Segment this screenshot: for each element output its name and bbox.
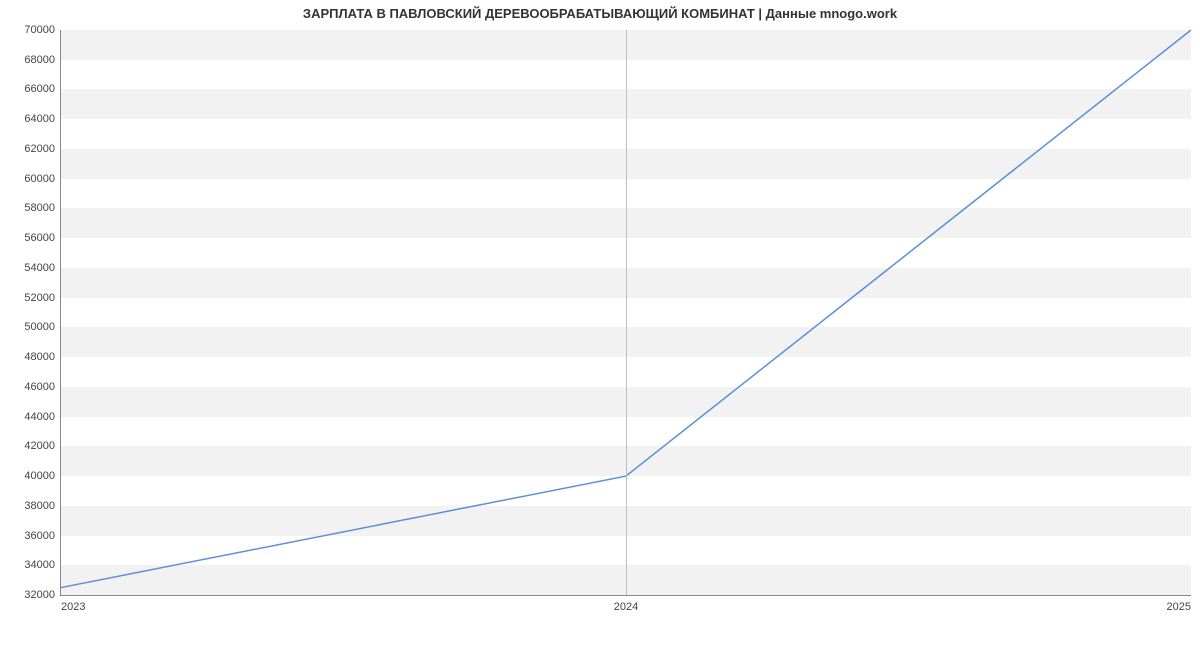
- y-tick-label: 38000: [24, 500, 61, 512]
- y-tick-label: 68000: [24, 54, 61, 66]
- y-tick-label: 40000: [24, 470, 61, 482]
- x-grid-line: [626, 30, 627, 595]
- y-tick-label: 44000: [24, 411, 61, 423]
- plot-area: 3200034000360003800040000420004400046000…: [60, 30, 1191, 596]
- y-tick-label: 64000: [24, 113, 61, 125]
- y-tick-label: 34000: [24, 559, 61, 571]
- salary-line-chart: ЗАРПЛАТА В ПАВЛОВСКИЙ ДЕРЕВООБРАБАТЫВАЮЩ…: [0, 0, 1200, 650]
- chart-title: ЗАРПЛАТА В ПАВЛОВСКИЙ ДЕРЕВООБРАБАТЫВАЮЩ…: [0, 6, 1200, 21]
- y-tick-label: 66000: [24, 83, 61, 95]
- y-tick-label: 70000: [24, 24, 61, 36]
- y-tick-label: 42000: [24, 440, 61, 452]
- y-tick-label: 54000: [24, 262, 61, 274]
- y-tick-label: 36000: [24, 530, 61, 542]
- y-tick-label: 60000: [24, 173, 61, 185]
- y-tick-label: 52000: [24, 292, 61, 304]
- y-tick-label: 56000: [24, 232, 61, 244]
- y-tick-label: 50000: [24, 321, 61, 333]
- y-tick-label: 48000: [24, 351, 61, 363]
- x-tick-label: 2023: [61, 595, 85, 613]
- y-tick-label: 62000: [24, 143, 61, 155]
- x-tick-label: 2024: [614, 595, 638, 613]
- y-tick-label: 58000: [24, 202, 61, 214]
- y-tick-label: 46000: [24, 381, 61, 393]
- x-tick-label: 2025: [1167, 595, 1191, 613]
- y-tick-label: 32000: [24, 589, 61, 601]
